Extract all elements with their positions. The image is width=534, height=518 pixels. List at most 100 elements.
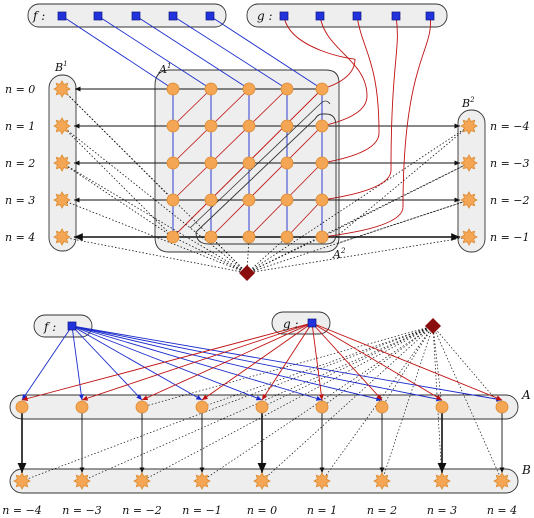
bottom-f-label: f : xyxy=(43,320,56,334)
dotted-link-top-11 xyxy=(246,236,250,274)
b2-box xyxy=(457,109,486,253)
f-link-bottom-5 xyxy=(71,325,323,401)
a-node-8 xyxy=(495,400,509,414)
diag-upper-3 xyxy=(172,88,288,201)
b-star-4 xyxy=(253,472,271,490)
grid-node-2-4 xyxy=(315,156,329,170)
b2-star-0 xyxy=(460,117,478,135)
grid-node-3-2 xyxy=(242,193,256,207)
a-node-6 xyxy=(375,400,389,414)
g-link-top-4 xyxy=(321,15,431,238)
grid-node-3-3 xyxy=(280,193,294,207)
left-label-1: n = 1 xyxy=(5,120,35,133)
grid-node-2-2 xyxy=(242,156,256,170)
grid-node-0-1 xyxy=(204,82,218,96)
g-box-bottom xyxy=(271,311,331,335)
b1-star-4 xyxy=(53,228,71,246)
b-star-5 xyxy=(313,472,331,490)
b-star-7 xyxy=(433,472,451,490)
a-node-0 xyxy=(15,400,29,414)
grid-node-0-4 xyxy=(315,82,329,96)
b1-star-1 xyxy=(53,117,71,135)
a1-label: A1 xyxy=(158,62,171,76)
bottom-n-label-7: n = 3 xyxy=(427,504,457,517)
g-square-top-1 xyxy=(315,11,325,21)
f-links-bottom xyxy=(21,325,503,402)
b-star-8 xyxy=(493,472,511,490)
b-row-label: B xyxy=(521,463,531,477)
g-link-bottom-8 xyxy=(311,322,503,401)
dotted-link-top-6 xyxy=(246,162,470,274)
vertical-arrows-bottom xyxy=(17,413,505,473)
b2-label: B2 xyxy=(461,96,475,110)
g-link-bottom-6 xyxy=(311,322,383,401)
dotted-bottom-a-5 xyxy=(432,325,443,408)
right-label-2: n = −2 xyxy=(490,194,530,207)
f-link-top-3 xyxy=(172,15,288,90)
dotted-bottom-a-6 xyxy=(432,325,503,408)
bottom-n-label-3: n = −1 xyxy=(182,504,222,517)
horizontal-arrows xyxy=(74,86,460,241)
f-links-top xyxy=(61,15,323,90)
bottom-n-label-6: n = 2 xyxy=(367,504,397,517)
b-star-3 xyxy=(193,472,211,490)
left-label-0: n = 0 xyxy=(5,83,35,96)
grid-node-2-1 xyxy=(204,156,218,170)
dotted-links-top xyxy=(61,88,470,274)
dotted-link-top-8 xyxy=(246,236,470,274)
right-label-3: n = −1 xyxy=(490,231,530,244)
bottom-n-label-8: n = 4 xyxy=(487,504,517,517)
b1-label: B1 xyxy=(54,60,68,74)
f-link-bottom-2 xyxy=(71,325,143,401)
dotted-bottom-b-6 xyxy=(381,325,434,482)
f-link-bottom-8 xyxy=(71,325,503,402)
f-link-bottom-3 xyxy=(71,325,203,401)
f-link-bottom-0 xyxy=(21,325,73,401)
grid-node-4-3 xyxy=(280,230,294,244)
nodes-bottom xyxy=(13,318,511,490)
dotted-link-top-2 xyxy=(61,162,248,274)
top-diamond xyxy=(239,265,255,281)
f-box-bottom xyxy=(33,314,93,338)
bottom-diamond xyxy=(425,318,441,334)
b1-star-2 xyxy=(53,154,71,172)
grid-node-4-0 xyxy=(166,230,180,244)
g-link-top-0 xyxy=(283,15,356,90)
a2-label: A2 xyxy=(332,247,346,261)
f-box-top xyxy=(27,3,227,28)
g-link-bottom-0 xyxy=(21,322,313,401)
dotted-bottom-b-1 xyxy=(81,325,434,482)
grid-node-1-0 xyxy=(166,119,180,133)
f-link-top-4 xyxy=(209,15,323,90)
f-link-bottom-4 xyxy=(71,325,263,401)
b1-star-0 xyxy=(53,80,71,98)
g-link-bottom-3 xyxy=(201,322,313,401)
f-square-top-1 xyxy=(93,11,103,21)
grid-node-2-0 xyxy=(166,156,180,170)
g-links-bottom xyxy=(21,322,503,401)
left-label-3: n = 3 xyxy=(5,194,35,207)
g-box-top xyxy=(246,3,448,28)
grid-node-4-1 xyxy=(204,230,218,244)
grid-node-1-2 xyxy=(242,119,256,133)
f-link-bottom-6 xyxy=(71,325,383,402)
g-link-bottom-7 xyxy=(311,322,443,401)
a-node-2 xyxy=(135,400,149,414)
dotted-links-bottom xyxy=(21,325,503,482)
a-node-7 xyxy=(435,400,449,414)
f-link-top-2 xyxy=(135,15,250,90)
dotted-link-top-10 xyxy=(210,236,248,274)
f-link-top-0 xyxy=(61,15,174,90)
g-square-top-3 xyxy=(391,11,401,21)
grid-node-1-1 xyxy=(204,119,218,133)
dotted-link-top-3 xyxy=(61,199,248,274)
grid-node-0-0 xyxy=(166,82,180,96)
bottom-n-label-2: n = −2 xyxy=(122,504,162,517)
bottom-g-label: g : xyxy=(283,317,299,331)
grid-node-1-4 xyxy=(315,119,329,133)
a2-inner-line xyxy=(189,100,331,229)
grid-node-0-2 xyxy=(242,82,256,96)
b2-star-1 xyxy=(460,154,478,172)
f-square-top-4 xyxy=(205,11,215,21)
